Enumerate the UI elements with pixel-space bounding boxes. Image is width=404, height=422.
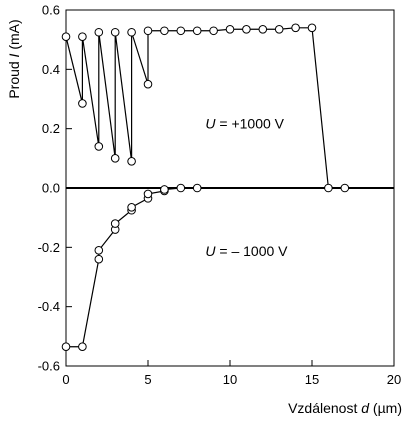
data-point: [176, 183, 186, 193]
voltage-annotation: U = +1000 V: [205, 116, 284, 132]
x-tick-label: 5: [144, 372, 151, 387]
y-tick-label: -0.2: [38, 240, 60, 255]
series-layer: [61, 23, 350, 352]
data-point: [143, 79, 153, 89]
data-point: [94, 142, 104, 151]
data-point: [94, 254, 104, 264]
x-tick-label: 20: [387, 372, 401, 387]
data-point: [258, 24, 268, 34]
data-point: [324, 183, 333, 193]
data-point: [340, 183, 350, 193]
data-point: [291, 23, 300, 33]
data-point: [110, 219, 120, 228]
y-tick-label: 0.2: [42, 121, 60, 136]
x-tick-label: 10: [223, 372, 237, 387]
data-point: [160, 26, 169, 36]
data-point: [143, 189, 153, 199]
data-point: [127, 157, 136, 166]
data-point: [143, 26, 153, 36]
ticks: 0 5 10 15 20 -0.6 -0.4 -0.2 0.0 0.2 0.4 0.6: [38, 3, 402, 388]
y-axis-title: Proud I (mA): [6, 19, 22, 98]
voltage-annotation: U = – 1000 V: [205, 243, 288, 259]
y-tick-label: -0.4: [38, 299, 60, 314]
data-point: [242, 24, 251, 34]
data-point: [127, 202, 136, 212]
y-tick-label: 0.6: [42, 3, 60, 18]
data-point: [78, 32, 87, 42]
data-point: [209, 26, 218, 36]
y-tick-label: 0.4: [42, 62, 60, 77]
x-tick-label: 15: [305, 372, 319, 387]
data-point: [94, 246, 104, 255]
data-point: [94, 27, 104, 37]
y-tick-label: 0.0: [42, 181, 60, 196]
x-tick-label: 0: [62, 372, 69, 387]
data-point: [110, 27, 120, 37]
data-point: [192, 183, 202, 193]
series-line: [65, 27, 345, 189]
data-point: [78, 342, 87, 352]
data-point: [307, 23, 317, 33]
data-point: [61, 342, 71, 352]
data-point: [160, 185, 169, 194]
data-point: [127, 27, 136, 37]
y-tick-label: -0.6: [38, 359, 60, 374]
data-point: [78, 99, 87, 108]
data-point: [110, 154, 120, 163]
x-axis-title: Vzdálenost d (µm): [288, 400, 402, 416]
data-point: [176, 26, 186, 36]
data-point: [61, 32, 71, 42]
data-point: [274, 24, 284, 34]
data-point: [192, 26, 202, 36]
data-point: [225, 24, 235, 34]
annotation-layer: U = +1000 V U = – 1000 V: [205, 116, 288, 260]
